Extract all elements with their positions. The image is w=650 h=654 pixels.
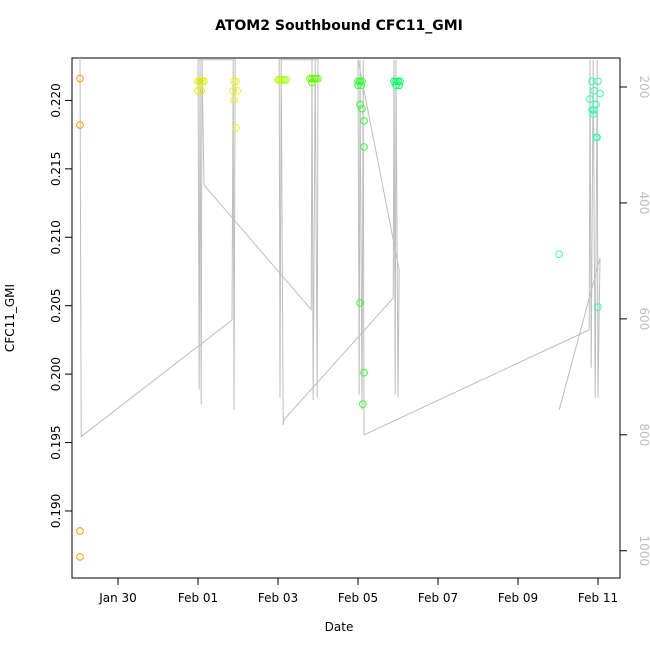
point: [308, 74, 316, 83]
point: [280, 76, 288, 84]
point: [196, 77, 204, 86]
y2-tick-label: 800: [637, 423, 650, 446]
chart-title: ATOM2 Southbound CFC11_GMI: [215, 18, 463, 34]
y2-tick-label: 600: [637, 307, 650, 330]
x-tick-label: Feb 11: [578, 591, 618, 605]
point: [198, 77, 206, 86]
point: [232, 123, 240, 132]
point: [594, 77, 602, 86]
y2-tick-label: 200: [637, 76, 650, 99]
x-tick-label: Feb 09: [498, 591, 538, 605]
point: [197, 87, 205, 95]
y-tick-label: 0.215: [49, 152, 63, 186]
point: [312, 74, 320, 83]
y-tick-label: 0.220: [49, 83, 63, 117]
point: [76, 527, 84, 535]
point: [360, 143, 368, 151]
point: [396, 77, 404, 86]
point: [308, 78, 316, 87]
point: [200, 77, 208, 86]
point: [588, 106, 596, 114]
point: [314, 74, 322, 83]
point: [306, 74, 314, 83]
point: [76, 74, 84, 83]
point: [390, 77, 398, 86]
x-tick-label: Feb 07: [418, 591, 458, 605]
point: [356, 77, 364, 86]
point: [76, 553, 84, 561]
point: [586, 95, 594, 103]
point: [358, 77, 366, 86]
point: [357, 81, 366, 90]
point: [276, 76, 284, 84]
point: [230, 96, 238, 105]
x-axis-label: Date: [325, 620, 354, 634]
point: [232, 77, 240, 86]
y-tick-label: 0.195: [49, 425, 63, 459]
y2-tick-label: 1000: [637, 535, 650, 566]
point: [358, 104, 366, 113]
point: [590, 106, 598, 114]
point: [278, 76, 286, 84]
point: [282, 76, 290, 84]
point: [194, 77, 202, 86]
point: [590, 87, 598, 95]
point: [233, 87, 241, 95]
line: [79, 57, 601, 438]
point: [394, 77, 402, 86]
point: [589, 110, 598, 118]
x-tick-label: Feb 01: [178, 591, 218, 605]
point: [356, 299, 364, 307]
point: [592, 133, 600, 142]
point: [229, 87, 237, 95]
x-tick-label: Feb 05: [338, 591, 378, 605]
x-tick-label: Jan 30: [98, 591, 137, 605]
plot-frame: [71, 57, 621, 579]
point: [354, 81, 362, 90]
point: [596, 89, 604, 98]
point: [310, 74, 318, 83]
y2-tick-label: 400: [637, 191, 650, 214]
point: [392, 81, 400, 90]
point: [194, 87, 202, 95]
y-tick-label: 0.205: [49, 289, 63, 323]
y-tick-label: 0.190: [49, 494, 63, 528]
point: [356, 100, 364, 109]
y-tick-label: 0.210: [49, 220, 63, 254]
point: [360, 117, 368, 125]
y-tick-label: 0.200: [49, 357, 63, 391]
point: [395, 81, 404, 90]
y-axis-label: CFC11_GMI: [3, 284, 17, 352]
point: [76, 121, 84, 129]
point: [360, 368, 368, 377]
point: [230, 77, 238, 86]
point: [555, 250, 564, 259]
x-tick-label: Feb 03: [258, 591, 298, 605]
point: [359, 400, 367, 409]
point: [592, 100, 600, 109]
point: [588, 77, 596, 86]
point: [274, 76, 282, 84]
point: [594, 303, 602, 311]
